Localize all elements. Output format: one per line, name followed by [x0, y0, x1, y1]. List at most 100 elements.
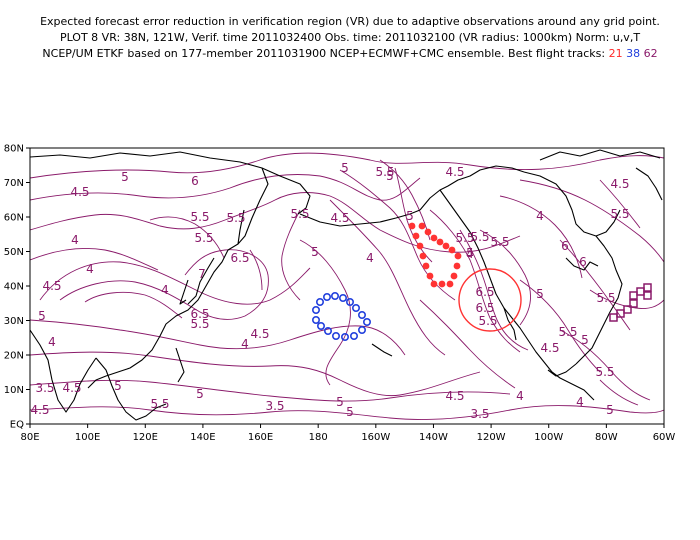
contour-value-label: 5: [536, 287, 544, 301]
lat-tick-label: 60N: [4, 213, 24, 224]
track-62-point: [643, 291, 652, 300]
contour-line: [30, 379, 511, 402]
track-21-point: [454, 252, 462, 260]
contour-line: [30, 248, 159, 271]
contour-value-label: 4: [366, 251, 374, 265]
track-21-point: [430, 234, 438, 242]
contour-line: [419, 299, 516, 389]
flight-track-62: [609, 283, 652, 322]
contour-line: [30, 319, 406, 356]
contour-value-label: 4: [161, 283, 169, 297]
coastline-na-east: [575, 235, 623, 365]
title-line-1: Expected forecast error reduction in ver…: [40, 15, 660, 28]
track-21-point: [408, 222, 416, 230]
lat-tick-label: 10N: [4, 385, 24, 396]
contour-value-label: 6: [561, 239, 569, 253]
lon-tick-label: 160W: [361, 432, 390, 443]
track-21-point: [446, 280, 454, 288]
track-38-point: [316, 321, 325, 330]
flight-track-38: [311, 291, 371, 341]
track-21-point: [416, 242, 424, 250]
coastline-se-asia: [95, 357, 167, 421]
contour-line: [39, 261, 311, 305]
contour-value-label: 5.5: [190, 210, 209, 224]
coastline-alaska: [419, 165, 525, 211]
track-21-point: [418, 222, 426, 230]
coastline-asia-north: [30, 151, 311, 215]
contour-value-label: 4: [466, 247, 474, 261]
contour-line: [519, 279, 601, 373]
track-21-point: [412, 232, 420, 240]
coastline-japan: [187, 257, 215, 305]
contour-value-label: 4.5: [250, 327, 269, 341]
track-62-label: 62: [643, 47, 658, 60]
contour-value-label: 3.5: [470, 407, 489, 421]
contour-value-label: 4: [576, 395, 584, 409]
contour-line: [599, 179, 641, 229]
lat-tick-label: 70N: [4, 178, 24, 189]
track-21-point: [430, 280, 438, 288]
contour-value-label: 5.5: [490, 235, 509, 249]
track-62-point: [643, 283, 652, 292]
contour-value-label: 5.5: [478, 314, 497, 328]
contour-value-label: 6.5: [475, 285, 494, 299]
track-38-point: [315, 297, 324, 306]
contour-value-label: 4.5: [610, 177, 629, 191]
lon-tick-label: 80E: [20, 432, 39, 443]
contour-line: [299, 239, 351, 386]
contour-line: [394, 167, 433, 263]
lon-tick-label: 100W: [534, 432, 563, 443]
contour-value-label: 5: [196, 387, 204, 401]
coastline-hudson: [523, 171, 621, 237]
contour-value-label: 5: [114, 379, 122, 393]
contour-line: [249, 249, 263, 291]
contour-lines: [30, 152, 664, 421]
contour-value-label: 5.5: [226, 211, 245, 225]
contour-value-label: 5.5: [455, 231, 474, 245]
contour-value-label: 5: [606, 403, 614, 417]
contour-value-label: 4.5: [540, 341, 559, 355]
contour-value-label: 4: [48, 335, 56, 349]
track-62-point: [629, 291, 638, 300]
contour-line: [30, 351, 481, 397]
contour-line: [429, 209, 521, 353]
coastline-greatlakes: [565, 257, 599, 271]
track-21-point: [436, 238, 444, 246]
track-38-point: [323, 326, 332, 335]
contour-line: [30, 192, 521, 253]
track-21-point: [424, 228, 432, 236]
track-38-point: [345, 297, 354, 306]
coastline-philippines: [175, 347, 185, 383]
contour-line: [329, 199, 446, 356]
contour-value-label: 5: [121, 170, 129, 184]
lon-tick-label: 140E: [190, 432, 215, 443]
track-38-point: [311, 305, 320, 314]
contour-value-label: 5: [341, 161, 349, 175]
contour-line: [559, 239, 631, 331]
track-38-point: [311, 315, 320, 324]
contour-value-label: 4.5: [70, 185, 89, 199]
contour-value-label: 5.5: [375, 165, 394, 179]
contour-value-label: 6: [191, 174, 199, 188]
contour-value-label: 5: [38, 309, 46, 323]
contour-line: [379, 159, 431, 241]
track-38-point: [322, 292, 331, 301]
track-21-point: [442, 242, 450, 250]
lat-tick-label: 40N: [4, 282, 24, 293]
lon-tick-label: 180: [309, 432, 328, 443]
figure-header: Expected forecast error reduction in ver…: [0, 14, 700, 62]
lon-tick-label: 60W: [653, 432, 676, 443]
title-line-3: NCEP/UM ETKF based on 177-member 2011031…: [0, 46, 700, 62]
track-21-label: 21: [608, 47, 623, 60]
contour-line: [479, 229, 531, 326]
contour-value-label: 4.5: [30, 403, 49, 417]
contour-line: [559, 329, 651, 401]
contour-line: [149, 216, 225, 259]
coastline-asia-east: [87, 243, 239, 389]
contour-value-label: 5.5: [194, 231, 213, 245]
track-62-point: [636, 287, 645, 296]
track-21-point: [453, 262, 461, 270]
